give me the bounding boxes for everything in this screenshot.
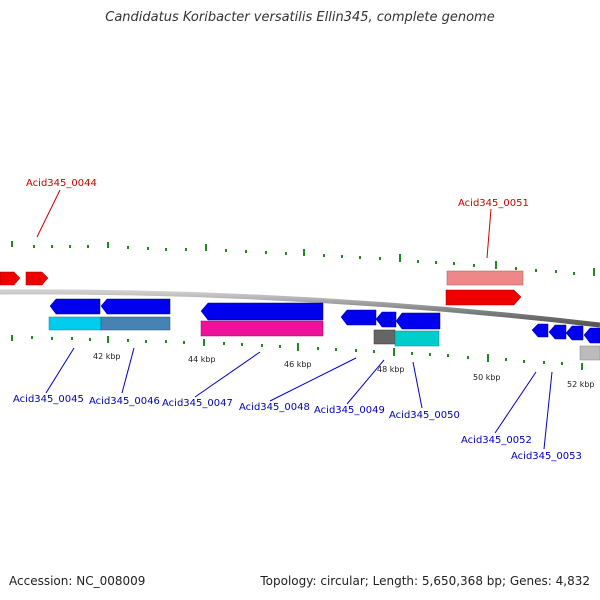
gene-arrow-0055 xyxy=(583,327,600,344)
gene-arrow-0051 xyxy=(445,289,522,306)
gene-label-acid345-0047: Acid345_0047 xyxy=(162,398,233,409)
gene-label-acid345-0044: Acid345_0044 xyxy=(26,178,97,189)
forward-strand-genes xyxy=(0,270,524,306)
gene-label-acid345-0052: Acid345_0052 xyxy=(461,435,532,446)
kbp-label: 44 kbp xyxy=(188,355,216,364)
leader-lines xyxy=(36,189,553,450)
gene-arrow-0052 xyxy=(531,323,549,338)
gene-label-acid345-0053: Acid345_0053 xyxy=(511,451,582,462)
gene-arrow-0048 xyxy=(340,309,377,326)
gene-feature-0045 xyxy=(48,316,102,331)
gene-label-acid345-0051: Acid345_0051 xyxy=(458,198,529,209)
gene-arrow-0044 xyxy=(25,271,49,286)
gene-arrow-0049 xyxy=(375,311,397,328)
gene-arrow-0050 xyxy=(395,312,441,330)
outer-tick-marks xyxy=(11,241,595,276)
gene-arrow-0053 xyxy=(548,324,567,340)
gene-feature-0050 xyxy=(394,330,440,347)
accession-text: Accession: NC_008009 xyxy=(9,574,146,588)
reverse-strand-genes xyxy=(48,298,600,361)
genome-backbone xyxy=(0,289,600,328)
gene-arrow-0043 xyxy=(0,271,21,286)
gene-arrow-0046 xyxy=(100,298,171,315)
gene-feature-0046 xyxy=(100,316,171,331)
gene-label-acid345-0046: Acid345_0046 xyxy=(89,396,160,407)
gene-label-acid345-0048: Acid345_0048 xyxy=(239,402,310,413)
topology-text: Topology: circular; Length: 5,650,368 bp… xyxy=(260,574,590,588)
gene-arrow-0047 xyxy=(200,302,324,321)
inner-tick-marks xyxy=(11,335,583,370)
gene-feature-0049 xyxy=(373,329,396,345)
gene-label-acid345-0045: Acid345_0045 xyxy=(13,394,84,405)
gene-arrow-0054 xyxy=(565,325,584,341)
kbp-label: 52 kbp xyxy=(567,380,595,389)
kbp-label: 50 kbp xyxy=(473,373,501,382)
gene-feature-0055 xyxy=(579,345,600,361)
gene-label-acid345-0050: Acid345_0050 xyxy=(389,410,460,421)
gene-label-acid345-0049: Acid345_0049 xyxy=(314,405,385,416)
kbp-label: 46 kbp xyxy=(284,360,312,369)
gene-feature-0047 xyxy=(200,320,324,337)
kbp-label: 48 kbp xyxy=(377,365,405,374)
gene-arrow-0045 xyxy=(49,298,101,315)
gene-feature-0051 xyxy=(446,270,524,286)
kbp-label: 42 kbp xyxy=(93,352,121,361)
genome-title: Candidatus Koribacter versatilis Ellin34… xyxy=(105,10,495,25)
